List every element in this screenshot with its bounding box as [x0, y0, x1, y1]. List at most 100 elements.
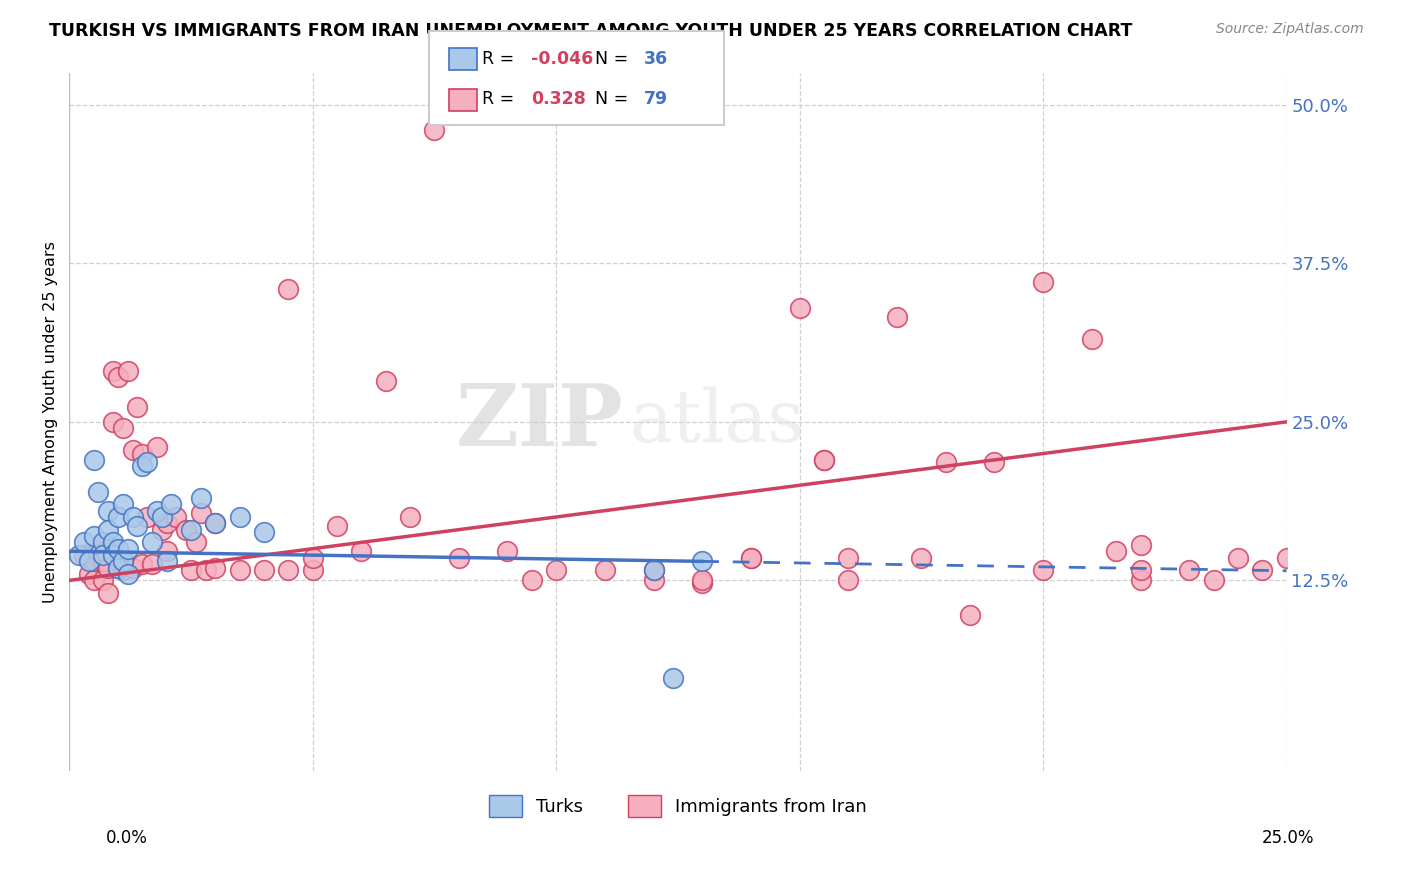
Point: [150, 523, 173, 537]
Point: [131, 557, 153, 571]
Point: [1178, 563, 1201, 577]
Point: [301, 563, 323, 577]
Text: Source: ZipAtlas.com: Source: ZipAtlas.com: [1216, 22, 1364, 37]
Y-axis label: Unemployment Among Youth under 25 years: Unemployment Among Youth under 25 years: [44, 241, 58, 603]
Point: [146, 440, 169, 454]
Point: [73, 548, 96, 562]
Point: [101, 415, 124, 429]
Point: [910, 550, 932, 565]
Point: [101, 535, 124, 549]
Point: [150, 510, 173, 524]
Point: [277, 563, 299, 577]
Point: [1129, 538, 1152, 552]
Point: [136, 510, 159, 524]
Text: ZIP: ZIP: [456, 380, 623, 464]
Point: [1129, 563, 1152, 577]
Point: [77, 567, 100, 582]
Point: [97, 503, 120, 517]
Point: [194, 563, 217, 577]
Point: [1202, 574, 1225, 588]
Point: [83, 574, 105, 588]
Point: [277, 282, 299, 296]
Point: [837, 550, 859, 565]
Text: -0.046: -0.046: [531, 50, 593, 68]
Point: [136, 455, 159, 469]
Point: [97, 560, 120, 574]
Point: [121, 510, 143, 524]
Point: [117, 541, 139, 556]
Point: [180, 563, 202, 577]
Text: 36: 36: [644, 50, 668, 68]
Point: [253, 563, 276, 577]
Point: [1129, 574, 1152, 588]
Point: [121, 560, 143, 574]
Point: [740, 550, 762, 565]
Point: [111, 554, 134, 568]
Point: [204, 516, 226, 531]
Point: [228, 510, 250, 524]
Point: [204, 516, 226, 531]
Point: [91, 574, 114, 588]
Text: atlas: atlas: [630, 386, 804, 457]
Point: [662, 671, 685, 685]
Point: [67, 548, 90, 562]
Point: [204, 560, 226, 574]
Point: [690, 554, 713, 568]
Point: [374, 374, 396, 388]
Point: [87, 484, 110, 499]
Point: [156, 516, 179, 531]
Point: [1105, 544, 1128, 558]
Point: [156, 544, 179, 558]
Point: [1032, 563, 1054, 577]
Point: [228, 563, 250, 577]
Point: [690, 574, 713, 588]
Point: [190, 506, 212, 520]
Point: [97, 523, 120, 537]
Point: [983, 455, 1005, 469]
Point: [1275, 550, 1298, 565]
Point: [117, 567, 139, 582]
Text: R =: R =: [482, 90, 526, 108]
Point: [496, 544, 519, 558]
Point: [73, 535, 96, 549]
Point: [131, 459, 153, 474]
Point: [423, 123, 446, 137]
Point: [91, 535, 114, 549]
Point: [520, 574, 543, 588]
Point: [111, 421, 134, 435]
Point: [107, 541, 129, 556]
Point: [107, 560, 129, 574]
Text: 0.0%: 0.0%: [105, 830, 148, 847]
Text: 0.328: 0.328: [531, 90, 586, 108]
Point: [146, 503, 169, 517]
Point: [141, 557, 163, 571]
Point: [97, 586, 120, 600]
Point: [643, 563, 665, 577]
Point: [593, 563, 616, 577]
Point: [813, 453, 835, 467]
Text: N =: N =: [595, 90, 634, 108]
Point: [1226, 550, 1249, 565]
Point: [253, 525, 276, 540]
Point: [184, 535, 207, 549]
Point: [107, 510, 129, 524]
Point: [935, 455, 957, 469]
Point: [350, 544, 373, 558]
Point: [301, 550, 323, 565]
Legend: Turks, Immigrants from Iran: Turks, Immigrants from Iran: [482, 788, 875, 824]
Point: [1251, 563, 1274, 577]
Point: [789, 301, 811, 315]
Point: [111, 563, 134, 577]
Point: [643, 574, 665, 588]
Point: [447, 550, 470, 565]
Point: [83, 529, 105, 543]
Text: R =: R =: [482, 50, 520, 68]
Point: [121, 442, 143, 457]
Point: [837, 574, 859, 588]
Point: [141, 535, 163, 549]
Point: [399, 510, 422, 524]
Point: [190, 491, 212, 505]
Point: [959, 607, 981, 622]
Text: 79: 79: [644, 90, 668, 108]
Point: [643, 563, 665, 577]
